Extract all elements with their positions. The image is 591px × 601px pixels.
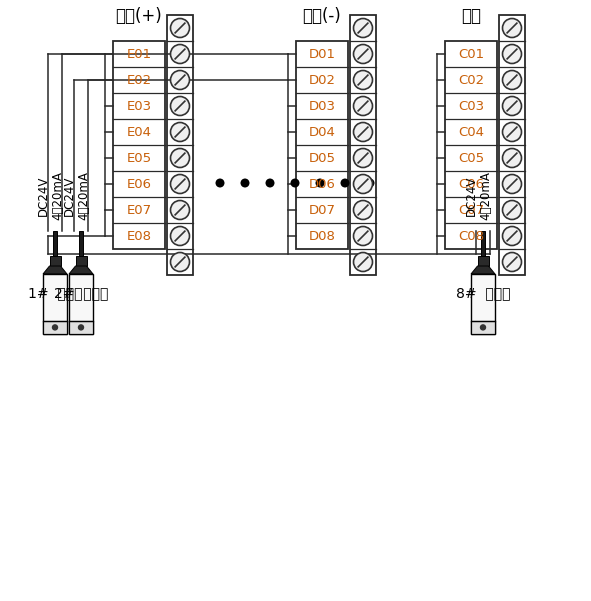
Circle shape — [170, 97, 190, 115]
Circle shape — [353, 97, 372, 115]
Circle shape — [502, 19, 521, 37]
Circle shape — [365, 178, 375, 188]
Bar — [296, 41, 348, 249]
Text: DC24V: DC24V — [63, 176, 76, 216]
Bar — [43, 274, 67, 334]
Circle shape — [170, 44, 190, 64]
Polygon shape — [471, 266, 495, 274]
Circle shape — [353, 19, 372, 37]
Circle shape — [502, 201, 521, 219]
Bar — [167, 15, 193, 275]
Text: E01: E01 — [126, 47, 151, 61]
Text: D03: D03 — [309, 100, 336, 112]
Circle shape — [316, 178, 324, 188]
Text: E05: E05 — [126, 151, 151, 165]
Circle shape — [170, 19, 190, 37]
Circle shape — [502, 252, 521, 272]
Text: D05: D05 — [309, 151, 336, 165]
Text: E06: E06 — [126, 177, 151, 191]
Text: 供电(+): 供电(+) — [116, 7, 163, 25]
Bar — [478, 256, 489, 266]
Bar — [76, 256, 86, 266]
Circle shape — [170, 123, 190, 141]
Text: 输入: 输入 — [461, 7, 481, 25]
Circle shape — [502, 44, 521, 64]
Circle shape — [502, 70, 521, 90]
Text: C04: C04 — [458, 126, 484, 138]
Text: D01: D01 — [309, 47, 336, 61]
Text: D02: D02 — [309, 73, 336, 87]
Circle shape — [353, 44, 372, 64]
Polygon shape — [43, 266, 67, 274]
Text: 4～20mA: 4～20mA — [51, 171, 64, 221]
Polygon shape — [69, 266, 93, 274]
Text: E08: E08 — [126, 230, 151, 242]
Bar — [50, 256, 60, 266]
Bar — [53, 231, 57, 256]
Circle shape — [170, 174, 190, 194]
Circle shape — [53, 325, 57, 330]
Text: D08: D08 — [309, 230, 336, 242]
Circle shape — [353, 252, 372, 272]
Text: C02: C02 — [458, 73, 484, 87]
Bar — [69, 274, 93, 334]
Text: D04: D04 — [309, 126, 336, 138]
Circle shape — [241, 178, 249, 188]
Bar — [69, 321, 93, 334]
Text: C06: C06 — [458, 177, 484, 191]
Bar — [471, 321, 495, 334]
Text: DC24V: DC24V — [465, 176, 478, 216]
Text: 8#  变送器: 8# 变送器 — [456, 286, 510, 300]
Bar — [481, 231, 485, 256]
Circle shape — [340, 178, 349, 188]
Bar — [43, 321, 67, 334]
Circle shape — [502, 227, 521, 245]
Circle shape — [502, 174, 521, 194]
Circle shape — [170, 201, 190, 219]
Circle shape — [502, 123, 521, 141]
Bar — [499, 15, 525, 275]
Text: E03: E03 — [126, 100, 151, 112]
Text: D06: D06 — [309, 177, 336, 191]
Circle shape — [170, 148, 190, 168]
Bar — [79, 231, 83, 256]
Text: 4～20mA: 4～20mA — [479, 171, 492, 221]
Text: E02: E02 — [126, 73, 151, 87]
Circle shape — [291, 178, 300, 188]
Text: C01: C01 — [458, 47, 484, 61]
Bar — [445, 41, 497, 249]
Circle shape — [502, 97, 521, 115]
Text: E04: E04 — [126, 126, 151, 138]
Text: 1#  变送器: 1# 变送器 — [28, 286, 82, 300]
Bar — [350, 15, 376, 275]
Circle shape — [79, 325, 83, 330]
Bar — [471, 274, 495, 334]
Text: 供电(-): 供电(-) — [303, 7, 342, 25]
Text: C07: C07 — [458, 204, 484, 216]
Circle shape — [216, 178, 225, 188]
Circle shape — [170, 70, 190, 90]
Text: 4～20mA: 4～20mA — [77, 171, 90, 221]
Circle shape — [353, 70, 372, 90]
Circle shape — [170, 252, 190, 272]
Circle shape — [170, 227, 190, 245]
Circle shape — [265, 178, 274, 188]
Text: D07: D07 — [309, 204, 336, 216]
Text: C05: C05 — [458, 151, 484, 165]
Circle shape — [353, 148, 372, 168]
Text: C03: C03 — [458, 100, 484, 112]
Circle shape — [502, 148, 521, 168]
Text: 2#  变送器: 2# 变送器 — [54, 286, 108, 300]
Text: C08: C08 — [458, 230, 484, 242]
Circle shape — [353, 174, 372, 194]
Circle shape — [480, 325, 485, 330]
Bar — [113, 41, 165, 249]
Circle shape — [353, 201, 372, 219]
Circle shape — [353, 227, 372, 245]
Text: DC24V: DC24V — [37, 176, 50, 216]
Circle shape — [353, 123, 372, 141]
Text: E07: E07 — [126, 204, 151, 216]
